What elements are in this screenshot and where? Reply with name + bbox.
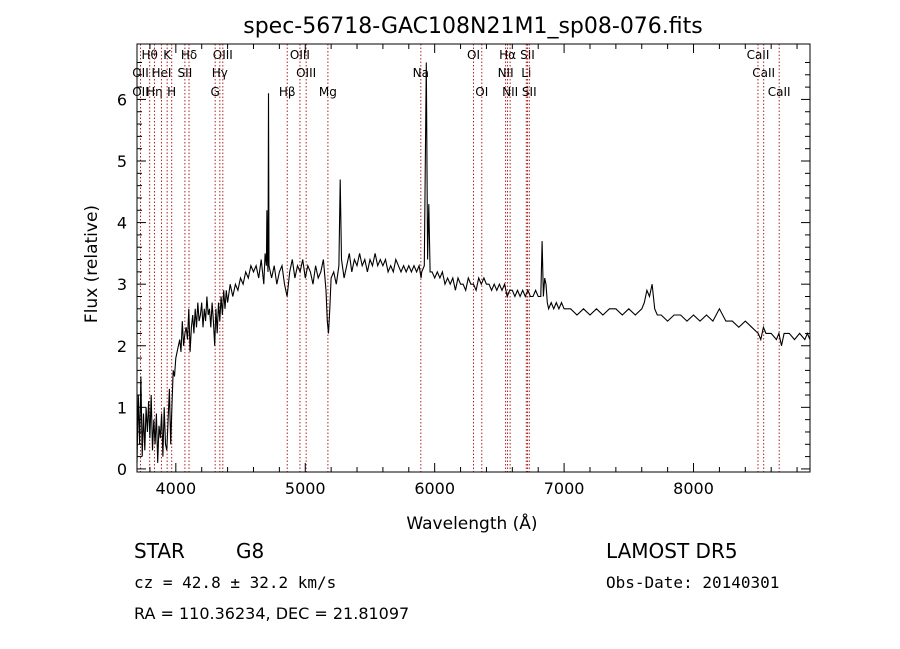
line-label-3: Hη bbox=[146, 85, 163, 99]
x-tick-label-1: 5000 bbox=[285, 479, 326, 498]
x-axis-label: Wavelength (Å) bbox=[406, 512, 537, 534]
line-label-11: G bbox=[211, 85, 220, 99]
y-tick-label-6: 6 bbox=[117, 90, 127, 109]
line-label-21: NII bbox=[502, 85, 518, 99]
line-label-9: OIII bbox=[213, 48, 233, 62]
y-tick-label-4: 4 bbox=[117, 214, 127, 233]
line-label-27: CaII bbox=[768, 85, 791, 99]
line-label-2: OII bbox=[132, 85, 149, 99]
x-tick-label-2: 6000 bbox=[414, 479, 455, 498]
line-label-24: SII bbox=[522, 85, 537, 99]
line-label-23: Li bbox=[521, 66, 531, 80]
y-tick-label-0: 0 bbox=[117, 460, 127, 479]
line-label-15: Mg bbox=[319, 85, 337, 99]
line-label-4: HeI bbox=[151, 66, 171, 80]
axes: 4000 5000 6000 7000 8000 0 1 2 3 4 5 6 bbox=[117, 43, 811, 498]
y-tick-label-5: 5 bbox=[117, 152, 127, 171]
line-label-17: OI bbox=[467, 48, 480, 62]
line-label-0: Hθ bbox=[141, 48, 157, 62]
line-label-18: OI bbox=[475, 85, 488, 99]
line-label-6: H bbox=[167, 85, 176, 99]
y-tick-label-1: 1 bbox=[117, 398, 127, 417]
y-tick-label-2: 2 bbox=[117, 337, 127, 356]
line-label-22: SII bbox=[520, 48, 535, 62]
object-subclass: G8 bbox=[236, 539, 264, 563]
line-label-16: Na bbox=[413, 66, 429, 80]
x-tick-label-4: 8000 bbox=[673, 479, 714, 498]
line-label-13: OIII bbox=[290, 48, 310, 62]
x-tick-label-3: 7000 bbox=[544, 479, 585, 498]
chart-title: spec-56718-GAC108N21M1_sp08-076.fits bbox=[243, 14, 703, 39]
spectrum-line bbox=[136, 62, 811, 463]
observation-date: Obs-Date: 20140301 bbox=[606, 573, 779, 592]
y-tick-label-3: 3 bbox=[117, 275, 127, 294]
survey-name: LAMOST DR5 bbox=[606, 539, 738, 563]
line-label-8: SII bbox=[178, 66, 193, 80]
line-label-14: OIII bbox=[296, 66, 316, 80]
x-tick-label-0: 4000 bbox=[155, 479, 196, 498]
line-label-25: CaII bbox=[747, 48, 770, 62]
y-axis-label: Flux (relative) bbox=[82, 205, 102, 323]
line-label-26: CaII bbox=[752, 66, 775, 80]
plot-frame bbox=[136, 43, 811, 473]
line-label-7: Hδ bbox=[181, 48, 197, 62]
object-class: STAR bbox=[134, 539, 185, 563]
line-label-20: NII bbox=[498, 66, 514, 80]
line-label-12: Hβ bbox=[279, 85, 296, 99]
line-label-5: K bbox=[163, 48, 172, 62]
line-label-10: Hγ bbox=[212, 66, 228, 80]
redshift-cz: cz = 42.8 ± 32.2 km/s bbox=[134, 573, 336, 592]
line-label-19: Hα bbox=[499, 48, 516, 62]
ra-dec: RA = 110.36234, DEC = 21.81097 bbox=[134, 604, 409, 623]
